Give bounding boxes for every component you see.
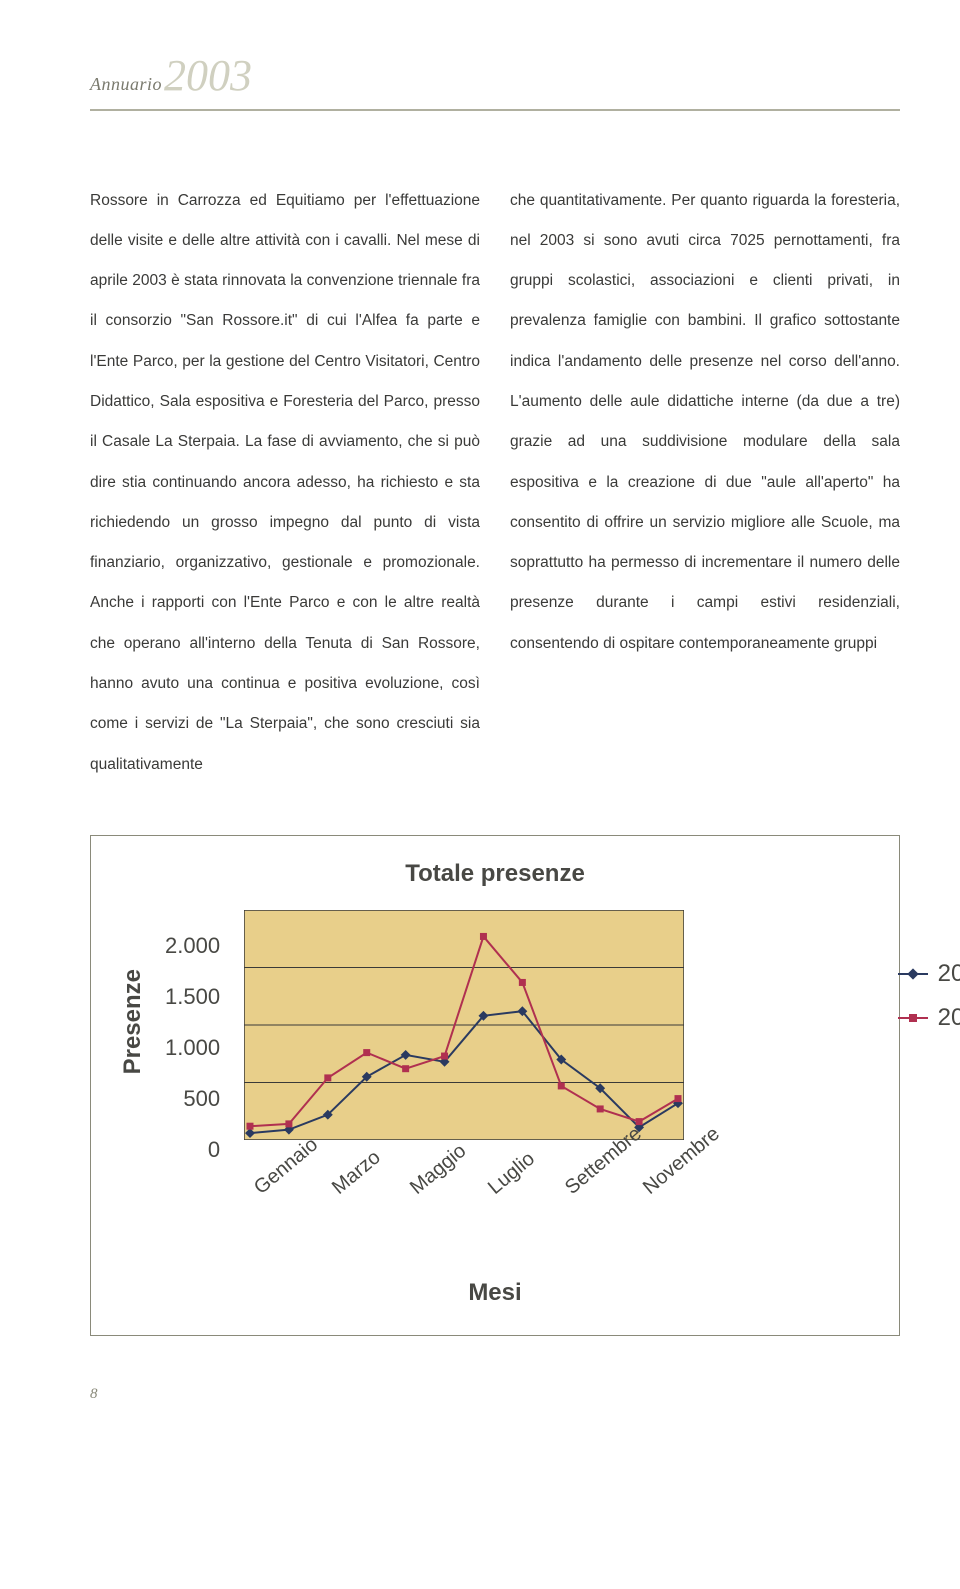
chart-y-tick: 1.000 bbox=[165, 1035, 220, 1061]
chart-x-tick: Gennaio bbox=[250, 1182, 265, 1200]
legend-swatch-icon bbox=[898, 1017, 928, 1019]
presenze-chart: Totale presenze Presenze 2.000 1.500 1.000… bbox=[90, 835, 900, 1336]
legend-label: 2003 bbox=[938, 1004, 960, 1032]
chart-x-tick bbox=[678, 1182, 693, 1200]
chart-x-tick: Novembre bbox=[639, 1182, 654, 1200]
chart-y-tick: 1.500 bbox=[165, 984, 220, 1010]
page-header: Annuario 2003 bbox=[90, 50, 900, 101]
page-number: 8 bbox=[90, 1386, 900, 1403]
chart-x-tick bbox=[600, 1182, 615, 1200]
chart-x-tick: Settembre bbox=[561, 1182, 576, 1200]
chart-x-tick bbox=[522, 1182, 537, 1200]
chart-legend: 2002 2003 bbox=[898, 960, 960, 1032]
chart-x-tick bbox=[445, 1182, 460, 1200]
chart-x-tick: Maggio bbox=[406, 1182, 421, 1200]
chart-y-tick: 500 bbox=[183, 1086, 220, 1112]
chart-x-tick: Luglio bbox=[484, 1182, 499, 1200]
chart-y-tick: 0 bbox=[208, 1137, 220, 1163]
chart-x-ticks: Gennaio Marzo Maggio Luglio Settembre No… bbox=[244, 1154, 684, 1194]
header-annuario: Annuario bbox=[90, 74, 162, 95]
chart-plot-area bbox=[244, 910, 684, 1140]
chart-x-axis-label: Mesi bbox=[119, 1279, 871, 1307]
body-column-left: Rossore in Carrozza ed Equitiamo per l'e… bbox=[90, 181, 480, 785]
body-columns: Rossore in Carrozza ed Equitiamo per l'e… bbox=[90, 181, 900, 785]
legend-label: 2002 bbox=[938, 960, 960, 988]
header-year: 2003 bbox=[164, 50, 252, 101]
body-column-right: che quantitativamente. Per quanto riguar… bbox=[510, 181, 900, 785]
legend-item: 2002 bbox=[898, 960, 960, 988]
chart-x-tick bbox=[289, 1182, 304, 1200]
header-rule bbox=[90, 109, 900, 111]
legend-swatch-icon bbox=[898, 973, 928, 975]
chart-y-tick: 2.000 bbox=[165, 933, 220, 959]
chart-y-axis-label: Presenze bbox=[119, 969, 147, 1074]
chart-x-tick bbox=[367, 1182, 382, 1200]
chart-x-tick: Marzo bbox=[328, 1182, 343, 1200]
legend-item: 2003 bbox=[898, 1004, 960, 1032]
chart-y-ticks: 2.000 1.500 1.000 500 0 bbox=[165, 933, 226, 1163]
chart-title: Totale presenze bbox=[119, 860, 871, 888]
